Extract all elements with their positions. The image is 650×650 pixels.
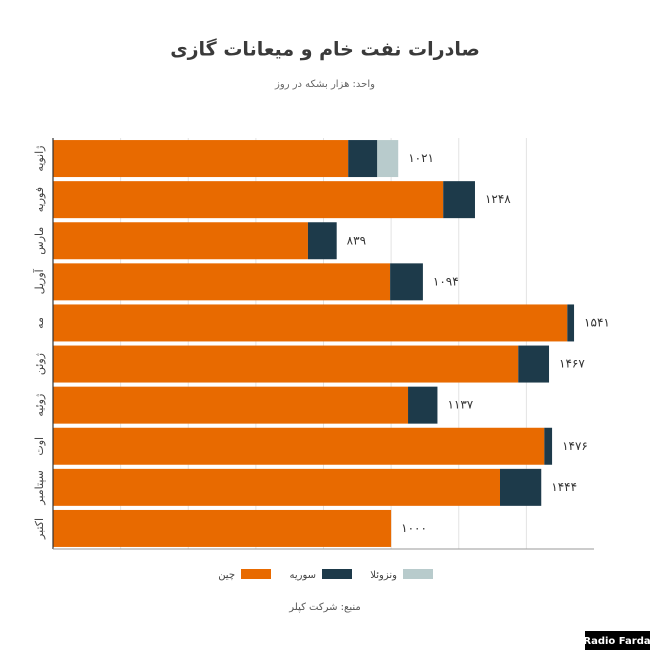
bar-segment: [390, 263, 423, 301]
total-label: ۱۵۴۱: [584, 315, 610, 329]
total-label: ۱۴۴۴: [551, 480, 577, 494]
total-label: ۱۱۳۷: [447, 398, 473, 412]
legend-label: سوریه: [289, 570, 316, 581]
y-tick-label: آوریل: [32, 268, 46, 294]
total-label: ۱۰۲۱: [408, 151, 434, 165]
bar-segment: [348, 140, 378, 178]
bar-segment: [53, 222, 308, 260]
bar-segment: [377, 140, 399, 178]
y-tick-label: اوت: [33, 437, 46, 456]
total-label: ۱۰۹۴: [433, 274, 459, 288]
brand-label: Radio Farda: [583, 636, 650, 647]
bar-segment: [500, 468, 542, 506]
bar-segment: [53, 386, 409, 424]
bar-segment: [443, 181, 475, 219]
bar-segment: [53, 468, 501, 506]
y-tick-label: ژانویه: [33, 146, 46, 172]
legend-label: ونزوئلا: [370, 570, 397, 581]
total-label: ۱۰۰۰: [401, 521, 427, 535]
total-label: ۸۳۹: [347, 233, 366, 247]
legend-swatch: [322, 569, 352, 579]
legend-swatch: [241, 569, 271, 579]
source-note: منبع: شرکت کپلر: [288, 602, 361, 613]
legend-label: چین: [218, 570, 235, 581]
bar-segment: [544, 427, 553, 465]
y-tick-label: سپتامبر: [33, 470, 46, 506]
chart-subtitle: واحد: هزار بشکه در روز: [274, 79, 375, 90]
bar-segment: [53, 345, 519, 383]
bar-segment: [567, 304, 575, 342]
bar-segment: [53, 427, 545, 465]
bar-segment: [53, 509, 392, 547]
y-tick-label: اکتبر: [33, 518, 46, 540]
y-tick-label: ژوئیه: [33, 394, 46, 417]
bar-segment: [53, 140, 349, 178]
bar-segment: [53, 263, 391, 301]
legend-swatch: [403, 569, 433, 579]
y-tick-label: ژوئن: [33, 353, 46, 375]
total-label: ۱۲۴۸: [485, 192, 511, 206]
brand-badge: [585, 631, 650, 650]
y-tick-label: فوریه: [33, 187, 46, 212]
chart-title: صادرات نفت خام و میعانات گازی: [170, 38, 480, 61]
bar-segment: [307, 222, 337, 260]
bar-segment: [53, 304, 568, 342]
bar-segment: [408, 386, 438, 424]
bar-segment: [53, 181, 444, 219]
total-label: ۱۴۶۷: [559, 357, 585, 371]
bar-segment: [518, 345, 550, 383]
y-tick-label: مه: [33, 317, 46, 329]
y-tick-label: مارس: [33, 227, 46, 255]
total-label: ۱۴۷۶: [562, 439, 588, 453]
